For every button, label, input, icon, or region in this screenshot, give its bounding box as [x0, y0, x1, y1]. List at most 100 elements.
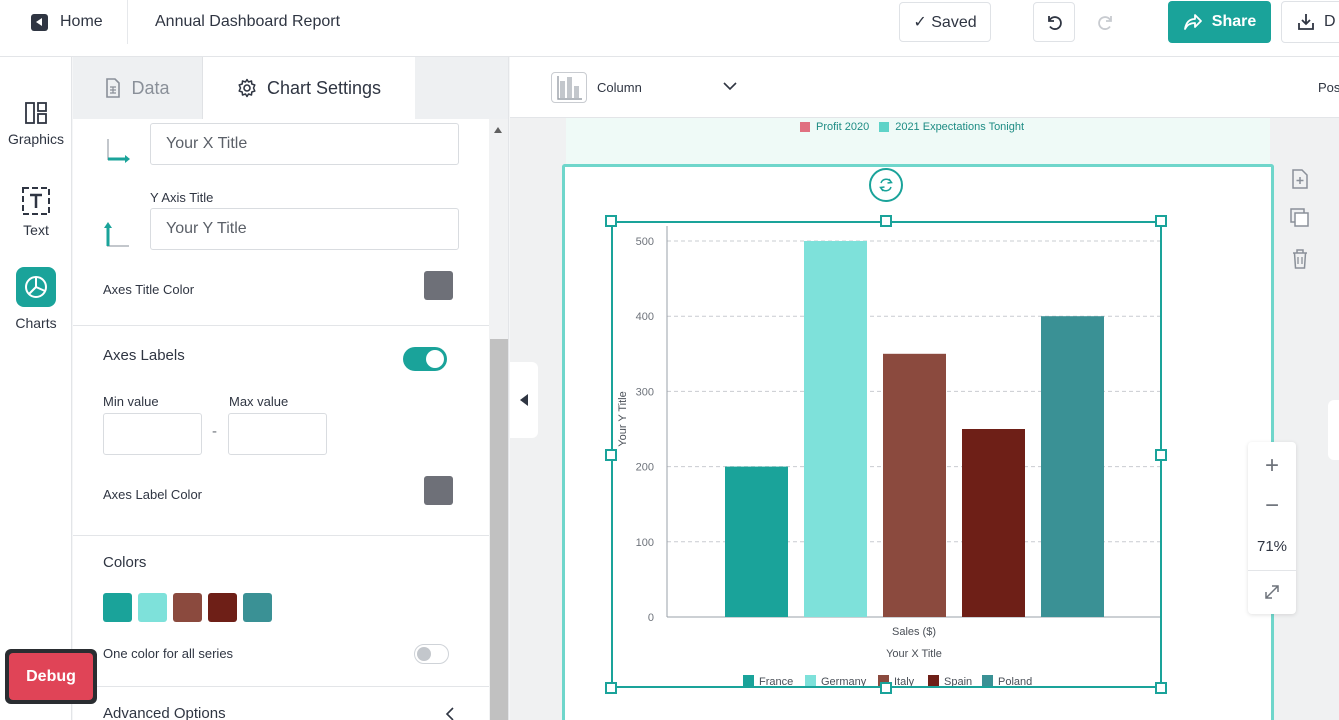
legend-swatch — [928, 675, 939, 686]
legend-swatch — [879, 122, 890, 132]
zoom-in-button[interactable]: + — [1264, 452, 1279, 479]
min-value-input[interactable] — [103, 413, 202, 455]
zoom-out-button[interactable]: − — [1264, 492, 1279, 519]
y-tick-label: 500 — [636, 236, 654, 248]
color-swatch[interactable] — [138, 593, 167, 622]
y-axis-icon — [104, 222, 129, 247]
legend-label: Poland — [998, 676, 1032, 688]
home-label: Home — [60, 13, 103, 30]
legend-swatch — [743, 675, 754, 686]
y-tick-label: 100 — [636, 537, 654, 549]
rotate-icon — [879, 178, 893, 192]
position-label[interactable]: Pos — [1318, 80, 1339, 95]
debug-label: Debug — [9, 653, 93, 700]
debug-button[interactable]: Debug — [5, 649, 97, 704]
bar — [883, 353, 946, 617]
rail-item-charts[interactable]: Charts — [0, 267, 72, 331]
axes-title-color-swatch[interactable] — [424, 271, 453, 300]
zoom-controls: + − 71% — [1248, 442, 1296, 614]
y-title-input[interactable]: Your Y Title — [150, 208, 459, 250]
download-icon — [1298, 14, 1314, 30]
resize-handle-s[interactable] — [880, 682, 892, 694]
tab-label: Chart Settings — [266, 77, 382, 98]
min-value-label: Min value — [103, 394, 159, 409]
top-legend: Profit 2020 2021 Expectations Tonight — [800, 121, 1024, 133]
resize-handle-se[interactable] — [1155, 682, 1167, 694]
share-icon — [1183, 14, 1202, 30]
legend-label: Spain — [944, 676, 972, 688]
divider — [73, 535, 489, 536]
add-page-icon[interactable] — [1291, 169, 1309, 189]
resize-handle-sw[interactable] — [605, 682, 617, 694]
one-color-label: One color for all series — [103, 646, 234, 661]
scroll-up-arrow[interactable] — [494, 127, 502, 133]
one-color-toggle[interactable] — [414, 644, 449, 664]
duplicate-page-icon[interactable] — [1290, 208, 1310, 228]
divider — [73, 686, 489, 687]
rotate-handle[interactable] — [869, 168, 903, 202]
share-button[interactable]: Share — [1168, 1, 1271, 43]
range-dash: - — [212, 423, 217, 440]
advanced-options-title[interactable]: Advanced Options — [103, 705, 226, 720]
axes-labels-toggle[interactable] — [403, 347, 447, 371]
bar — [725, 466, 788, 617]
x-axis-icon — [107, 139, 130, 163]
color-swatch[interactable] — [103, 593, 132, 622]
color-swatch[interactable] — [173, 593, 202, 622]
y-tick-label: 200 — [636, 462, 654, 474]
redo-icon — [1098, 16, 1112, 30]
tab-data[interactable]: Data — [73, 57, 203, 119]
legend-swatch — [982, 675, 993, 686]
back-icon — [31, 13, 48, 31]
resize-handle-e[interactable] — [1155, 449, 1167, 461]
chevron-down-icon[interactable] — [723, 81, 737, 91]
chevron-left-icon[interactable] — [445, 707, 455, 720]
legend-swatch — [805, 675, 816, 686]
x-title-input[interactable]: Your X Title — [150, 123, 459, 165]
trash-icon[interactable] — [1292, 249, 1308, 269]
undo-icon — [1048, 16, 1062, 30]
resize-handle-ne[interactable] — [1155, 215, 1167, 227]
x-axis-title: Your X Title — [886, 648, 942, 660]
column-chart[interactable]: 0 100 200 300 400 500 Sales ($) Your X Title You… — [612, 222, 1161, 688]
home-button[interactable]: Home — [0, 0, 128, 44]
y-axis-title-label: Y Axis Title — [150, 190, 214, 205]
settings-panel: Data Chart Settings Your X Title Y Axis … — [73, 57, 509, 720]
axes-label-color-swatch[interactable] — [424, 476, 453, 505]
rail-label: Charts — [15, 315, 57, 331]
divider — [1248, 570, 1296, 571]
download-label: D — [1324, 13, 1336, 30]
resize-handle-w[interactable] — [605, 449, 617, 461]
max-value-input[interactable] — [228, 413, 327, 455]
tab-chart-settings[interactable]: Chart Settings — [203, 57, 415, 119]
gear-icon — [238, 78, 256, 98]
rail-item-graphics[interactable]: Graphics — [0, 101, 72, 147]
document-title[interactable]: Annual Dashboard Report — [155, 13, 341, 30]
download-button[interactable]: D — [1281, 1, 1339, 43]
resize-handle-n[interactable] — [880, 215, 892, 227]
color-swatch[interactable] — [243, 593, 272, 622]
fit-to-screen-button[interactable] — [1248, 576, 1296, 608]
redo-button[interactable] — [1085, 2, 1127, 42]
y-tick-label: 300 — [636, 386, 654, 398]
column-chart-icon[interactable] — [551, 72, 587, 103]
legend-label: Italy — [894, 676, 915, 688]
axes-label-color-label: Axes Label Color — [103, 487, 202, 502]
panel-scrollbar-thumb[interactable] — [490, 339, 508, 720]
resize-handle-nw[interactable] — [605, 215, 617, 227]
text-box-icon — [22, 187, 50, 215]
legend-swatch — [800, 122, 810, 132]
chart-type-label[interactable]: Column — [597, 80, 642, 95]
panel-tabs: Data Chart Settings — [73, 57, 508, 119]
rail-label: Graphics — [7, 131, 65, 147]
x-category-label: Sales ($) — [892, 626, 936, 638]
right-panel-tab[interactable] — [1328, 400, 1339, 460]
color-swatch[interactable] — [208, 593, 237, 622]
undo-button[interactable] — [1033, 2, 1075, 42]
previous-page — [566, 118, 1270, 165]
top-bar: Home Annual Dashboard Report ✓ Saved Sha… — [0, 0, 1339, 57]
rail-item-text[interactable]: Text — [0, 186, 72, 238]
layout-icon — [25, 102, 47, 124]
saved-button[interactable]: ✓ Saved — [899, 2, 991, 42]
collapse-panel-button[interactable] — [510, 362, 538, 438]
